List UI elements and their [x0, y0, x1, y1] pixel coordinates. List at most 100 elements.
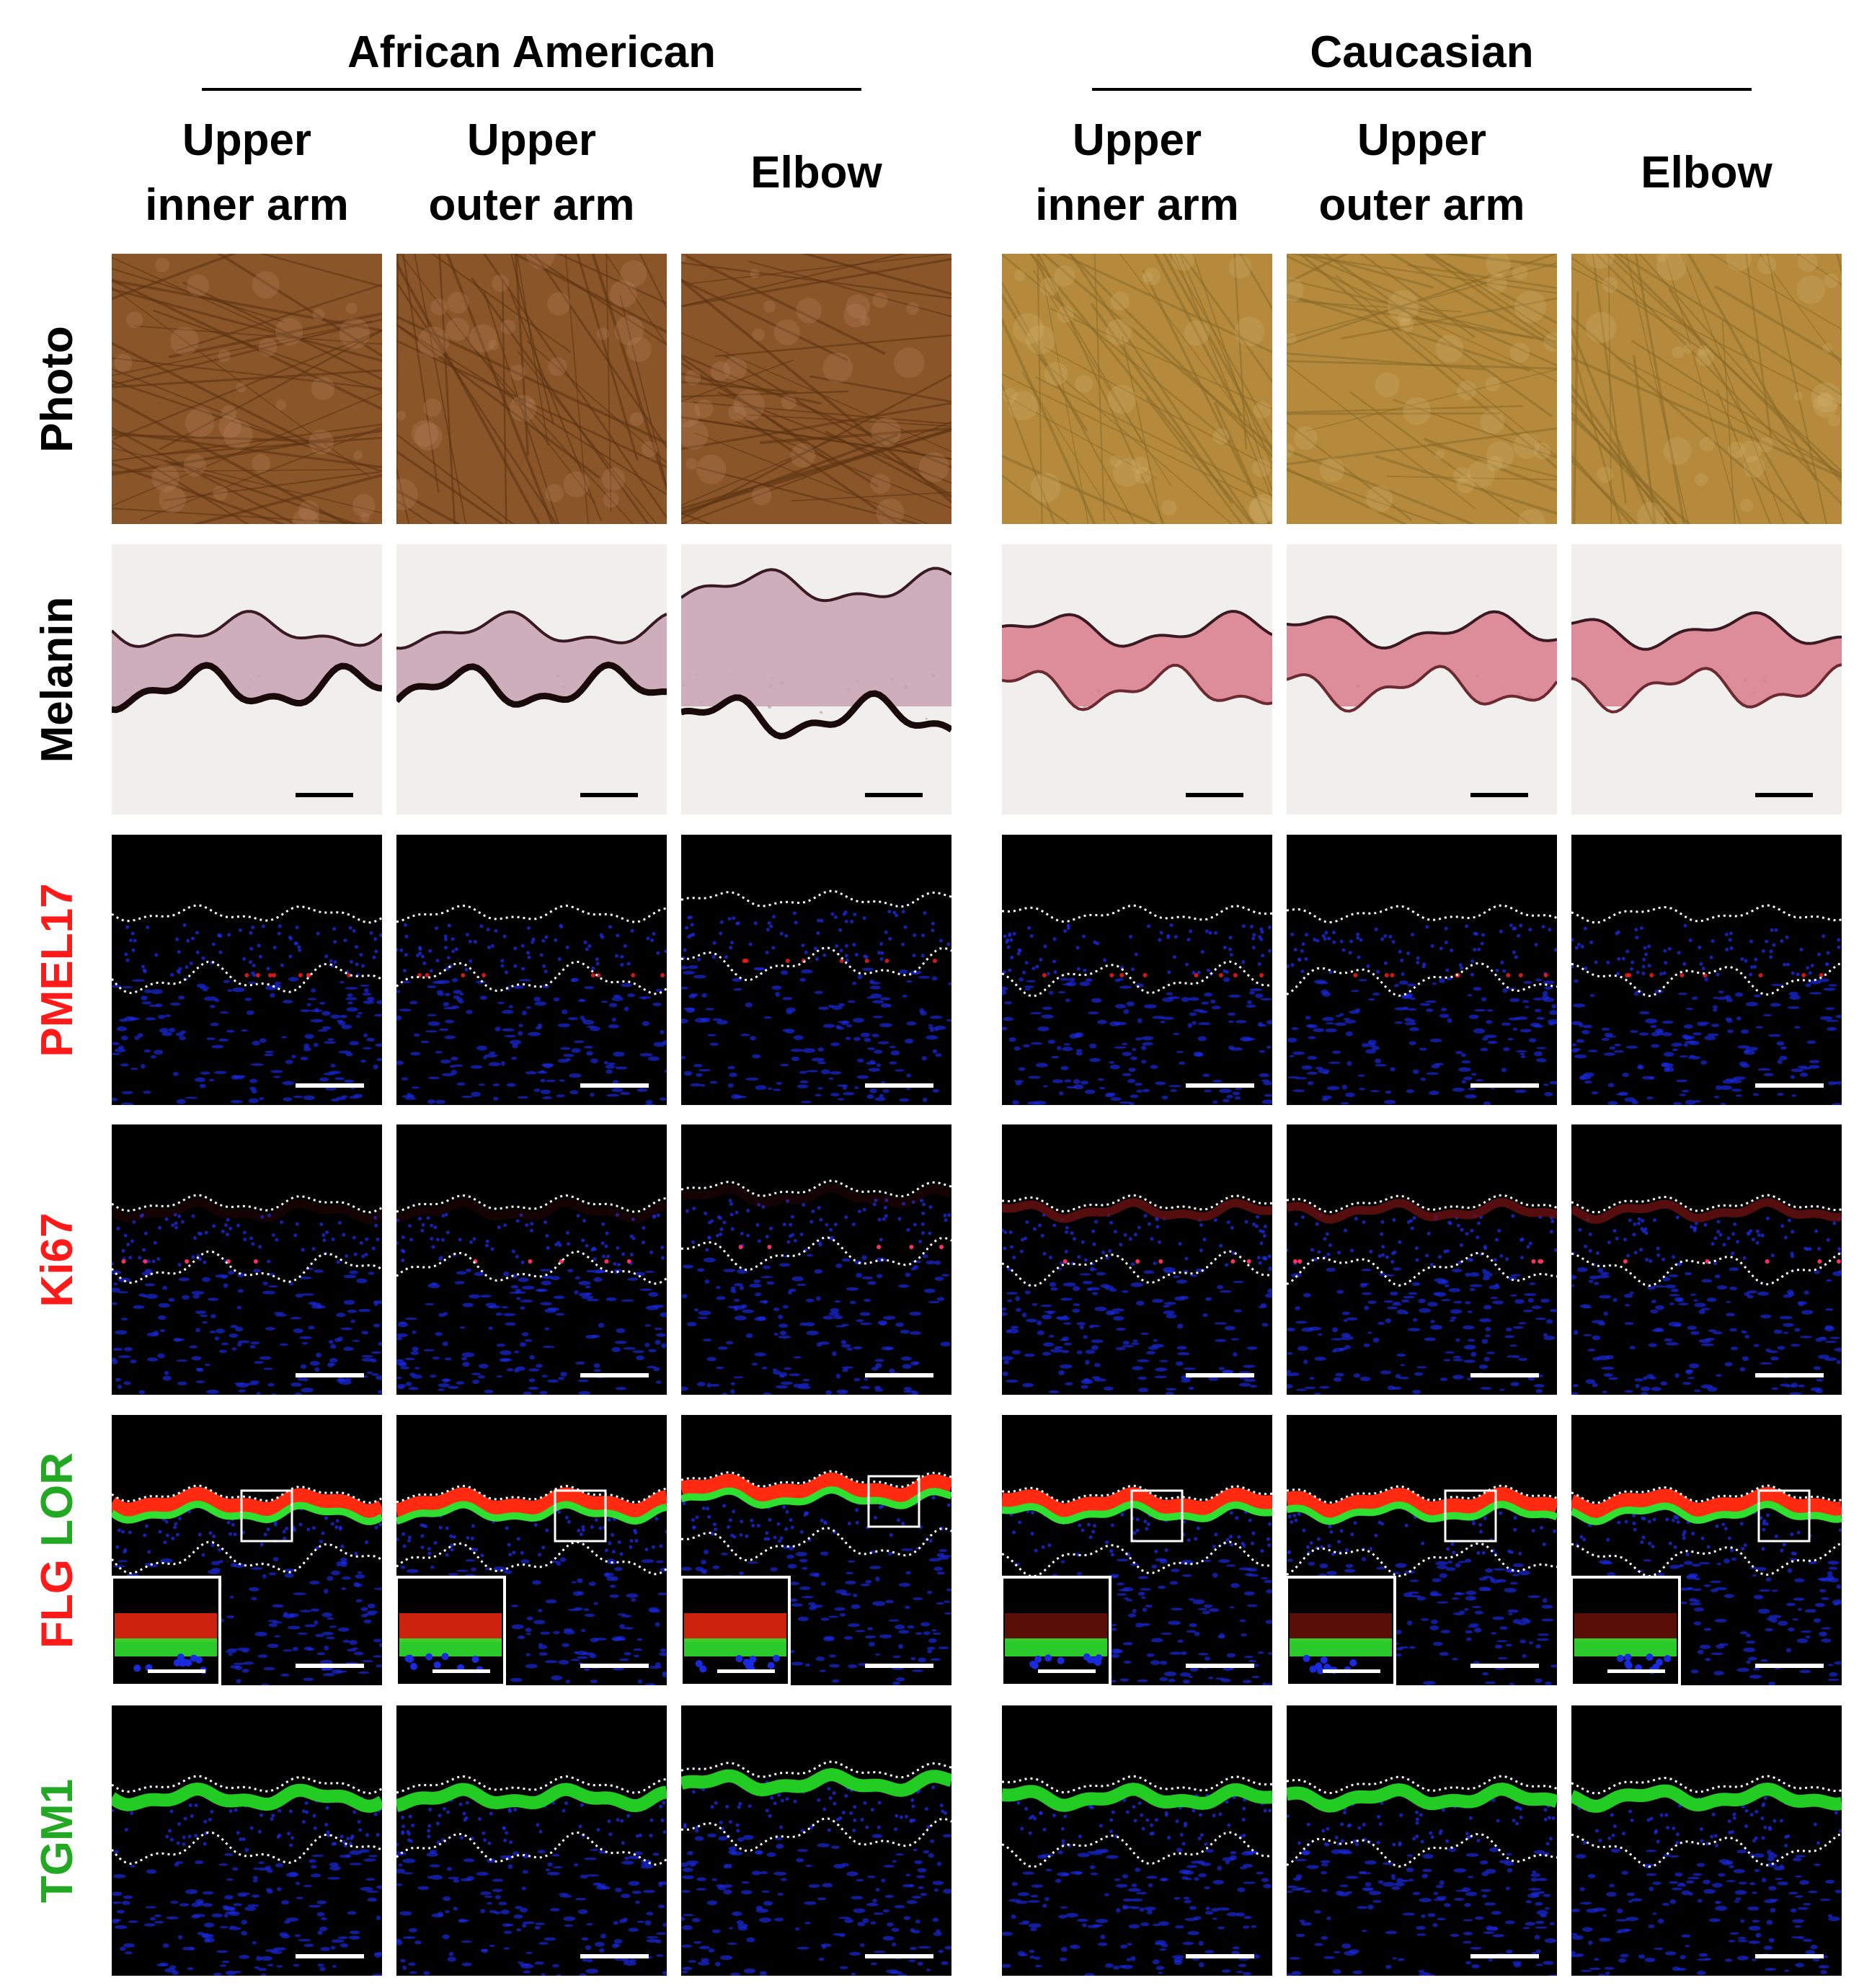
- column-label-1: Upper inner arm: [83, 108, 411, 245]
- scale-bar: [865, 1664, 933, 1668]
- panel-image: [112, 1124, 382, 1395]
- panel-melanin-3: [681, 544, 951, 815]
- panel-tgm1-1: [112, 1705, 382, 1976]
- panel-pmel-3: [681, 835, 951, 1105]
- panel-photo-2: [396, 254, 667, 524]
- scale-bar: [580, 1373, 649, 1377]
- panel-image: [396, 1705, 667, 1976]
- scale-bar: [1470, 1664, 1539, 1668]
- panel-flglor-6: [1571, 1415, 1842, 1685]
- panel-photo-4: [1002, 254, 1272, 524]
- row-label-text: Photo: [32, 325, 82, 453]
- scale-bar: [1755, 1083, 1824, 1088]
- panel-image: [112, 1415, 382, 1685]
- panel-photo-1: [112, 254, 382, 524]
- panel-image: [112, 835, 382, 1105]
- panel-image: [396, 835, 667, 1105]
- panel-pmel-6: [1571, 835, 1842, 1105]
- panel-flglor-4: [1002, 1415, 1272, 1685]
- column-label-2: Upper outer arm: [368, 108, 696, 245]
- panel-melanin-6: [1571, 544, 1842, 815]
- panel-image: [396, 1124, 667, 1395]
- panel-image: [112, 254, 382, 524]
- scale-bar: [1755, 1954, 1824, 1958]
- scale-bar: [580, 1954, 649, 1958]
- panel-flglor-2: [396, 1415, 667, 1685]
- panel-pmel-2: [396, 835, 667, 1105]
- column-label-line2: outer arm: [428, 180, 635, 230]
- scale-bar: [296, 1664, 364, 1668]
- panel-image: [396, 254, 667, 524]
- column-label-line2: inner arm: [145, 180, 349, 230]
- row-label-part: FLG: [32, 1558, 82, 1648]
- row-label-text: Melanin: [32, 596, 82, 763]
- scale-bar: [1470, 1954, 1539, 1958]
- panel-image: [1571, 835, 1842, 1105]
- panel-image: [681, 835, 951, 1105]
- panel-pmel-4: [1002, 835, 1272, 1105]
- row-label-text: FLG LOR: [32, 1452, 82, 1648]
- scale-bar: [296, 793, 353, 797]
- scale-bar: [865, 793, 923, 797]
- panel-pmel-1: [112, 835, 382, 1105]
- column-label-line1: Upper: [466, 115, 597, 165]
- panel-ki67-6: [1571, 1124, 1842, 1395]
- panel-image: [112, 1705, 382, 1976]
- scale-bar: [1470, 1083, 1539, 1088]
- panel-image: [1571, 1705, 1842, 1976]
- panel-image: [681, 1124, 951, 1395]
- scale-bar: [1186, 1664, 1254, 1668]
- panel-ki67-1: [112, 1124, 382, 1395]
- panel-tgm1-3: [681, 1705, 951, 1976]
- panel-photo-5: [1287, 254, 1557, 524]
- scale-bar: [1470, 1373, 1539, 1377]
- column-label-6: Elbow: [1543, 108, 1859, 245]
- column-label-4: Upper inner arm: [973, 108, 1301, 245]
- group-underline-2: [1092, 88, 1752, 91]
- scale-bar: [296, 1373, 364, 1377]
- scale-bar: [1755, 1664, 1824, 1668]
- scale-bar: [865, 1954, 933, 1958]
- panel-image: [1287, 1415, 1557, 1685]
- panel-tgm1-5: [1287, 1705, 1557, 1976]
- scale-bar: [580, 793, 638, 797]
- panel-image: [1002, 254, 1272, 524]
- panel-image: [112, 544, 382, 815]
- scale-bar: [1186, 1954, 1254, 1958]
- panel-image: [1287, 1124, 1557, 1395]
- panel-image: [1287, 835, 1557, 1105]
- scale-bar: [865, 1373, 933, 1377]
- panel-image: [396, 544, 667, 815]
- column-label-3: Elbow: [652, 108, 980, 245]
- column-label-line2: Elbow: [1641, 148, 1773, 198]
- column-label-5: Upper outer arm: [1258, 108, 1586, 245]
- group-underline-1: [202, 88, 861, 91]
- panel-image: [1002, 1705, 1272, 1976]
- scale-bar: [1186, 793, 1243, 797]
- row-label-part: TGM1: [32, 1778, 82, 1903]
- column-label-line1: Upper: [1357, 115, 1487, 165]
- panel-melanin-1: [112, 544, 382, 815]
- panel-melanin-4: [1002, 544, 1272, 815]
- row-label-text: TGM1: [32, 1778, 82, 1903]
- panel-image: [1287, 1705, 1557, 1976]
- scale-bar: [1755, 1373, 1824, 1377]
- panel-image: [1571, 254, 1842, 524]
- row-label-part: Photo: [32, 325, 82, 453]
- panel-tgm1-4: [1002, 1705, 1272, 1976]
- scale-bar: [296, 1083, 364, 1088]
- panel-image: [1002, 835, 1272, 1105]
- column-label-line2: Elbow: [750, 148, 882, 198]
- panel-image: [681, 1415, 951, 1685]
- row-label-text: PMEL17: [32, 883, 82, 1057]
- column-label-line1: Upper: [1072, 115, 1202, 165]
- panel-ki67-4: [1002, 1124, 1272, 1395]
- panel-photo-6: [1571, 254, 1842, 524]
- panel-image: [1571, 544, 1842, 815]
- panel-image: [1571, 1415, 1842, 1685]
- scale-bar: [1755, 793, 1813, 797]
- scale-bar: [1186, 1373, 1254, 1377]
- scale-bar: [865, 1083, 933, 1088]
- scale-bar: [1186, 1083, 1254, 1088]
- panel-tgm1-2: [396, 1705, 667, 1976]
